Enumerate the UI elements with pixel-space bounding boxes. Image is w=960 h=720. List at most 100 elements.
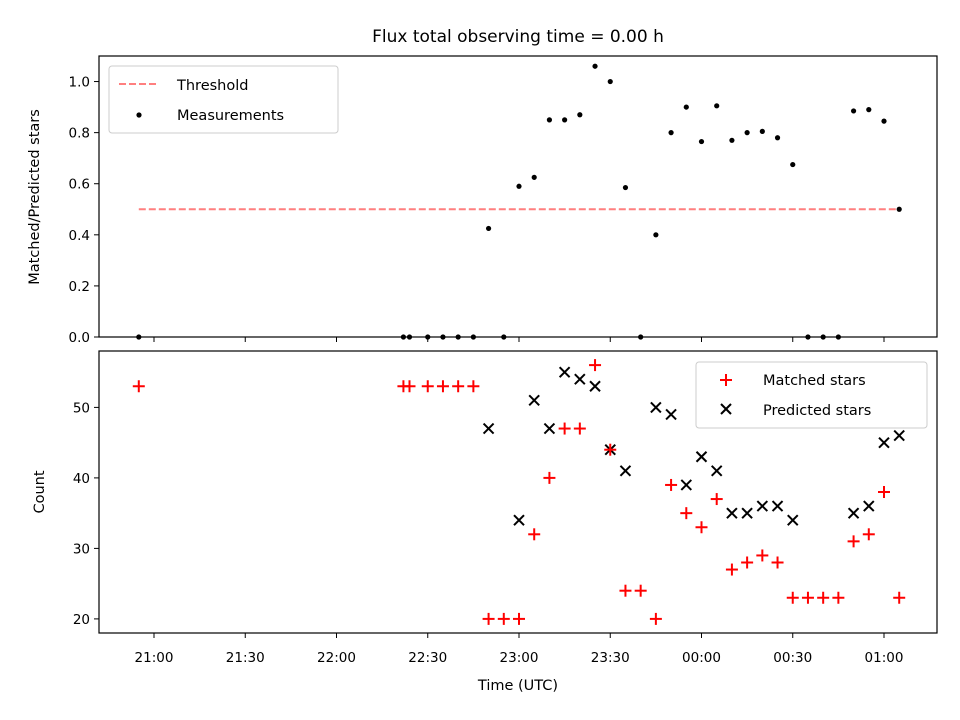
matched-star-point [862,528,875,541]
measurement-point [881,118,887,124]
predicted-star-point [619,465,632,477]
matched-star-point [680,507,693,520]
matched-star-point [695,521,708,534]
predicted-star-point [878,436,890,449]
measurement-point [653,232,659,238]
matched-star-point [665,478,678,491]
matched-star-point [771,556,784,569]
measurement-point [592,63,598,69]
legend-predicted-label: Predicted stars [763,403,871,419]
predicted-star-point [574,373,586,385]
predicted-star-point [558,366,571,378]
matched-star-point [634,584,647,597]
measurement-point [850,108,857,114]
predicted-star-point [847,507,860,519]
measurement-point [531,174,537,180]
x-axis-label: Time (UTC) [477,678,558,694]
legend-matched-label: Matched stars [763,373,866,389]
x-tick-label: 23:30 [591,650,630,666]
matched-star-point [893,591,906,604]
measurement-point [790,161,796,168]
matched-star-point [573,422,586,435]
measurement-point [698,138,705,145]
matched-star-point [589,359,602,372]
matched-star-point [817,591,830,604]
x-tick-label: 21:00 [135,650,174,666]
measurement-point [562,117,568,123]
predicted-star-point [543,422,556,435]
legend-threshold-label: Threshold [176,78,248,94]
predicted-star-point [695,451,708,463]
matched-star-point [452,380,465,393]
matched-star-point [832,591,845,604]
x-tick-label: 23:00 [500,650,539,666]
predicted-legend-swatch [720,403,732,415]
matched-star-point [497,612,510,625]
bottom-y-tick-label: 20 [73,612,90,628]
bottom-legend-box [695,361,928,429]
bottom-legend: Matched stars Predicted stars [695,361,928,429]
matched-star-point [847,535,860,548]
x-tick-label: 21:30 [226,650,265,666]
top-axes-frame [98,55,938,338]
measurement-point [759,128,765,134]
matched-star-point [467,380,480,393]
matched-star-point [482,612,495,625]
top-legend-box [108,65,339,134]
matched-star-point [756,549,769,562]
matched-star-point [786,591,799,604]
chart-title: Flux total observing time = 0.00 h [372,27,664,47]
measurements-legend-swatch [136,112,142,118]
x-tick-label: 00:00 [682,650,721,666]
matched-star-point [421,380,434,393]
bottom-axes-content: 20 30 40 50 21:00 21:30 22:00 22:30 23:00 23:30 00… [73,359,906,666]
matched-star-point [741,556,754,569]
measurement-point [896,206,902,212]
x-tick-label: 01:00 [865,650,904,666]
predicted-star-point [863,500,875,512]
predicted-star-point [665,408,677,421]
matched-star-point [710,493,723,506]
matched-star-point [649,612,662,625]
matched-star-point [801,591,814,604]
measurement-point [714,103,720,109]
predicted-star-point [528,394,540,407]
x-tick-label: 00:30 [773,650,812,666]
measurement-point [683,104,689,110]
measurement-point [622,184,629,191]
measurement-point [485,225,492,232]
bottom-axes-frame [98,350,938,634]
bottom-panel: Count Time (UTC) 20 30 40 50 21:00 21:30 22:00… [32,350,938,694]
bottom-y-tick-label: 30 [73,541,90,557]
matched-star-point [132,380,145,393]
measurement-point [607,78,613,85]
bottom-y-axis-label: Count [32,470,48,513]
predicted-star-point [726,507,738,519]
top-y-tick-label: 0.2 [69,279,90,295]
measurement-point [744,130,750,136]
matched-star-point [513,612,525,625]
predicted-star-point [787,514,799,526]
predicted-star-point [589,380,601,392]
x-tick-label: 22:30 [408,650,447,666]
measurement-point [866,107,872,113]
bottom-y-tick-label: 40 [73,471,90,487]
predicted-star-point [771,500,784,512]
top-legend: Threshold Measurements [108,65,339,134]
top-y-tick-label: 0.0 [69,330,90,346]
predicted-star-point [650,401,662,414]
measurement-point [668,130,674,136]
predicted-star-point [893,429,905,442]
predicted-star-point [482,422,495,435]
measurement-point [516,183,522,189]
measurement-point [774,135,781,141]
matched-star-point [619,584,632,597]
top-panel: Flux total observing time = 0.00 h Match… [27,27,938,346]
matched-star-point [604,443,617,456]
predicted-star-point [680,479,692,491]
top-y-tick-label: 0.6 [69,177,90,193]
measurement-point [546,117,553,123]
top-y-axis-label: Matched/Predicted stars [27,109,43,285]
matched-star-point [528,528,541,541]
